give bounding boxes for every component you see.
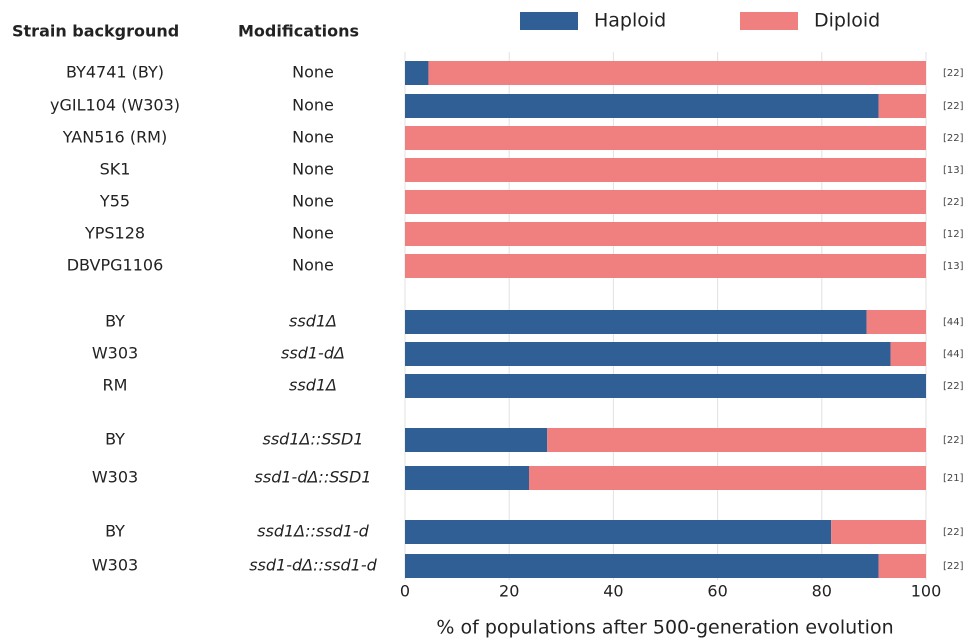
bar-segment (405, 520, 832, 544)
n-label: [22] (943, 68, 964, 79)
modification-label: None (292, 192, 334, 211)
bar-segment (831, 520, 926, 544)
strain-label: BY (105, 522, 125, 541)
strain-label: YPS128 (84, 224, 145, 243)
strain-label: YAN516 (RM) (62, 128, 167, 147)
bar-segment (890, 342, 926, 366)
bar-segment (405, 190, 926, 214)
n-label: [12] (943, 229, 964, 240)
x-tick-label: 40 (603, 582, 623, 601)
bar-segment (405, 428, 548, 452)
legend-swatch (520, 12, 578, 30)
modification-label: None (292, 224, 334, 243)
n-label: [22] (943, 561, 964, 572)
modification-label: ssd1-dΔ::ssd1-d (249, 556, 377, 575)
legend-swatch (740, 12, 798, 30)
strain-label: W303 (92, 344, 138, 363)
modification-label: None (292, 160, 334, 179)
bar-segment (428, 61, 926, 85)
strain-label: BY (105, 430, 125, 449)
modification-label: ssd1Δ::ssd1-d (257, 522, 370, 541)
bar-segment (405, 222, 926, 246)
n-label: [13] (943, 261, 964, 272)
bar-segment (878, 94, 926, 118)
bar-segment (866, 310, 926, 334)
x-tick-label: 20 (499, 582, 519, 601)
bar-segment (405, 254, 926, 278)
modification-label: None (292, 256, 334, 275)
modification-label: None (292, 63, 334, 82)
bar-segment (405, 94, 879, 118)
strain-label: BY (105, 312, 125, 331)
bar-segment (405, 61, 429, 85)
n-label: [22] (943, 101, 964, 112)
modification-label: ssd1Δ::SSD1 (263, 430, 364, 449)
n-label: [22] (943, 527, 964, 538)
n-label: [22] (943, 133, 964, 144)
modification-label: None (292, 96, 334, 115)
bar-segment (405, 374, 926, 398)
bar-segment (405, 466, 529, 490)
strain-label: W303 (92, 556, 138, 575)
x-axis-label: % of populations after 500-generation ev… (436, 617, 893, 639)
modification-label: ssd1Δ (289, 376, 337, 395)
bar-segment (405, 126, 926, 150)
modification-label: ssd1-dΔ::SSD1 (255, 468, 372, 487)
modification-label: ssd1Δ (289, 312, 337, 331)
bar-segment (405, 310, 867, 334)
bar-segment (878, 554, 926, 578)
x-tick-label: 60 (707, 582, 727, 601)
strain-label: W303 (92, 468, 138, 487)
strain-label: DBVPG1106 (67, 256, 164, 275)
modification-label: None (292, 128, 334, 147)
bar-segment (528, 466, 926, 490)
strain-label: yGIL104 (W303) (50, 96, 180, 115)
strain-label: SK1 (100, 160, 131, 179)
legend-label: Haploid (594, 10, 666, 32)
x-tick-label: 0 (400, 582, 410, 601)
column-header: Strain background (12, 22, 179, 41)
strain-label: Y55 (99, 192, 130, 211)
bar-segment (405, 158, 926, 182)
bar-segment (405, 554, 879, 578)
bar-segment (547, 428, 926, 452)
modification-label: ssd1-dΔ (281, 344, 345, 363)
strain-label: BY4741 (BY) (66, 63, 164, 82)
n-label: [13] (943, 165, 964, 176)
n-label: [21] (943, 473, 964, 484)
n-label: [22] (943, 381, 964, 392)
legend-label: Diploid (814, 10, 880, 32)
bar-segment (405, 342, 891, 366)
x-tick-label: 80 (812, 582, 832, 601)
x-tick-label: 100 (911, 582, 942, 601)
n-label: [44] (943, 349, 964, 360)
n-label: [44] (943, 317, 964, 328)
n-label: [22] (943, 435, 964, 446)
n-label: [22] (943, 197, 964, 208)
strain-label: RM (103, 376, 128, 395)
column-header: Modifications (238, 22, 359, 41)
